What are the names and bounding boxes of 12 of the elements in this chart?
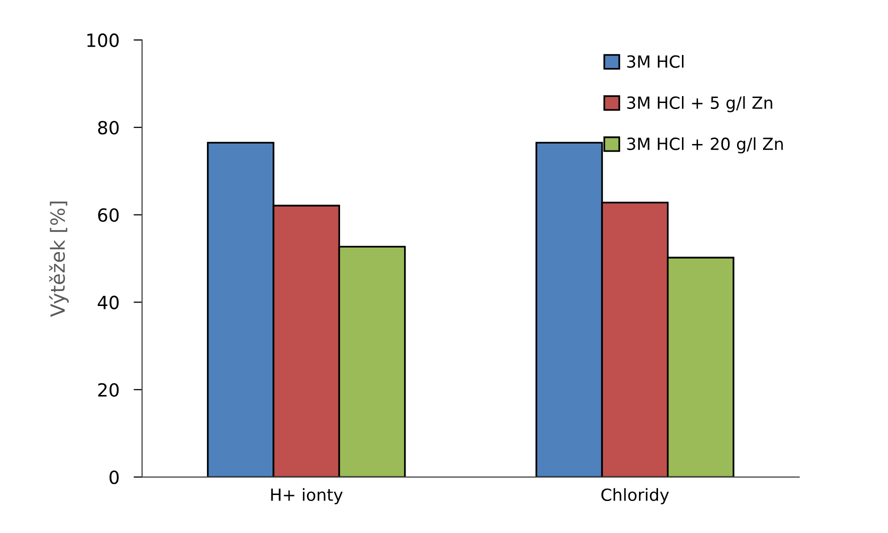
- y-tick-label: 80: [98, 120, 119, 135]
- y-tick-label: 60: [98, 208, 119, 222]
- x-tick-label: H+ ionty: [271, 488, 343, 504]
- y-tick-label: 20: [98, 383, 119, 397]
- x-tick-label: Chloridy: [601, 488, 669, 504]
- y-tick-label: 0: [110, 470, 119, 484]
- y-axis-title: Výtěžek [%]: [49, 202, 69, 317]
- y-tick-label: 40: [98, 296, 119, 310]
- legend-label: 3M HCl + 5 g/l Zn: [627, 96, 772, 112]
- legend-label: 3M HCl + 20 g/l Zn: [627, 137, 783, 154]
- y-tick-label: 100: [87, 33, 119, 48]
- legend-label: 3M HCl: [627, 54, 684, 68]
